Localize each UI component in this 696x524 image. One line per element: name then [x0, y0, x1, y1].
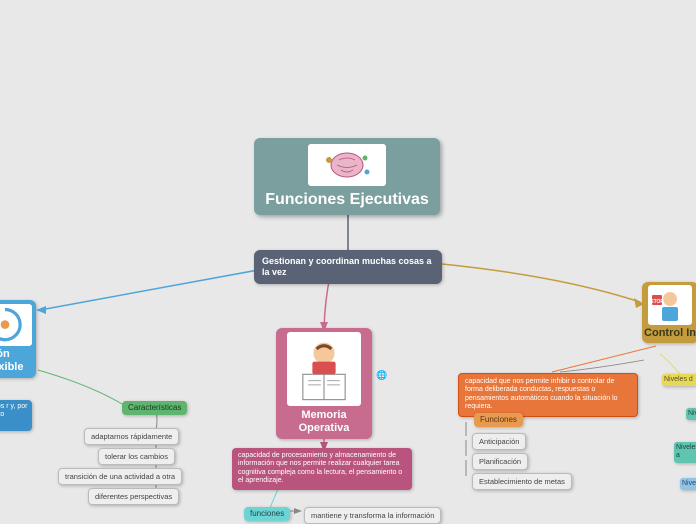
mem-func-text-val: mantiene y transforma la información: [311, 511, 434, 520]
mem-func-label: funciones: [250, 509, 284, 518]
cycle-icon: [0, 303, 32, 346]
control-branch[interactable]: STOP Control In: [642, 282, 696, 343]
flex-desc-text: e estamos r y, por nsamiento nuevas: [0, 403, 28, 427]
root-thumb: [308, 144, 386, 186]
control-leaf-1-text: Planificación: [479, 457, 521, 466]
levels-1-text: Niveles a: [676, 444, 696, 459]
levels-tag[interactable]: Niveles d: [662, 374, 696, 386]
globe-icon: 🌐: [376, 370, 387, 381]
control-thumb: STOP: [648, 285, 692, 325]
control-func-label: Funciones: [480, 415, 517, 424]
root-title: Funciones Ejecutivas: [265, 191, 429, 208]
reading-icon: [287, 332, 361, 406]
levels-0-text: Niv: [688, 410, 696, 417]
control-desc-text: capacidad que nos permite inhibir o cont…: [465, 378, 618, 410]
sub-text: Gestionan y coordinan muchas cosas a la …: [262, 256, 432, 277]
mem-desc-text: capacidad de procesamiento y almacenamie…: [238, 452, 402, 484]
root-node[interactable]: Funciones Ejecutivas: [254, 138, 440, 215]
mem-func-text[interactable]: mantiene y transforma la información: [304, 507, 441, 524]
control-title: Control In: [644, 327, 696, 339]
flex-desc[interactable]: e estamos r y, por nsamiento nuevas: [0, 400, 32, 431]
levels-2[interactable]: Niveles: [680, 478, 696, 490]
levels-0[interactable]: Niv: [686, 408, 696, 420]
levels-2-text: Niveles: [682, 480, 696, 487]
flex-leaf-2[interactable]: transición de una actividad a otra: [58, 468, 182, 485]
sub-node[interactable]: Gestionan y coordinan muchas cosas a la …: [254, 250, 442, 284]
levels-1[interactable]: Niveles a: [674, 442, 696, 463]
flex-char-label: Características: [128, 403, 181, 412]
mem-thumb: [287, 332, 361, 406]
flex-leaf-1[interactable]: tolerar los cambios: [98, 448, 175, 465]
flex-leaf-0-text: adaptarnos rápidamente: [91, 432, 172, 441]
control-leaf-0[interactable]: Anticipación: [472, 433, 526, 450]
flex-leaf-2-text: transición de una actividad a otra: [65, 472, 175, 481]
brain-icon: [317, 148, 377, 182]
flex-leaf-3-text: diferentes perspectivas: [95, 492, 172, 501]
flex-title: ón Flexible: [0, 348, 23, 373]
mem-desc[interactable]: capacidad de procesamiento y almacenamie…: [232, 448, 412, 490]
svg-text:STOP: STOP: [650, 299, 664, 305]
mem-func-tag[interactable]: funciones: [244, 507, 290, 521]
flex-branch[interactable]: ón Flexible: [0, 300, 36, 378]
mem-branch[interactable]: Memoria Operativa: [276, 328, 372, 439]
control-desc[interactable]: capacidad que nos permite inhibir o cont…: [458, 373, 638, 417]
stop-icon: STOP: [648, 285, 692, 325]
control-leaf-2-text: Establecimiento de metas: [479, 477, 565, 486]
control-leaf-0-text: Anticipación: [479, 437, 519, 446]
control-func-tag[interactable]: Funciones: [474, 413, 523, 427]
flex-leaf-0[interactable]: adaptarnos rápidamente: [84, 428, 179, 445]
mindmap-canvas[interactable]: Funciones Ejecutivas Gestionan y coordin…: [0, 0, 696, 520]
levels-label: Niveles d: [664, 376, 693, 383]
mem-title: Memoria Operativa: [299, 409, 350, 434]
flex-leaf-3[interactable]: diferentes perspectivas: [88, 488, 179, 505]
control-leaf-1[interactable]: Planificación: [472, 453, 528, 470]
flex-char-tag[interactable]: Características: [122, 401, 187, 415]
control-leaf-2[interactable]: Establecimiento de metas: [472, 473, 572, 490]
flex-thumb: [0, 304, 32, 346]
flex-leaf-1-text: tolerar los cambios: [105, 452, 168, 461]
